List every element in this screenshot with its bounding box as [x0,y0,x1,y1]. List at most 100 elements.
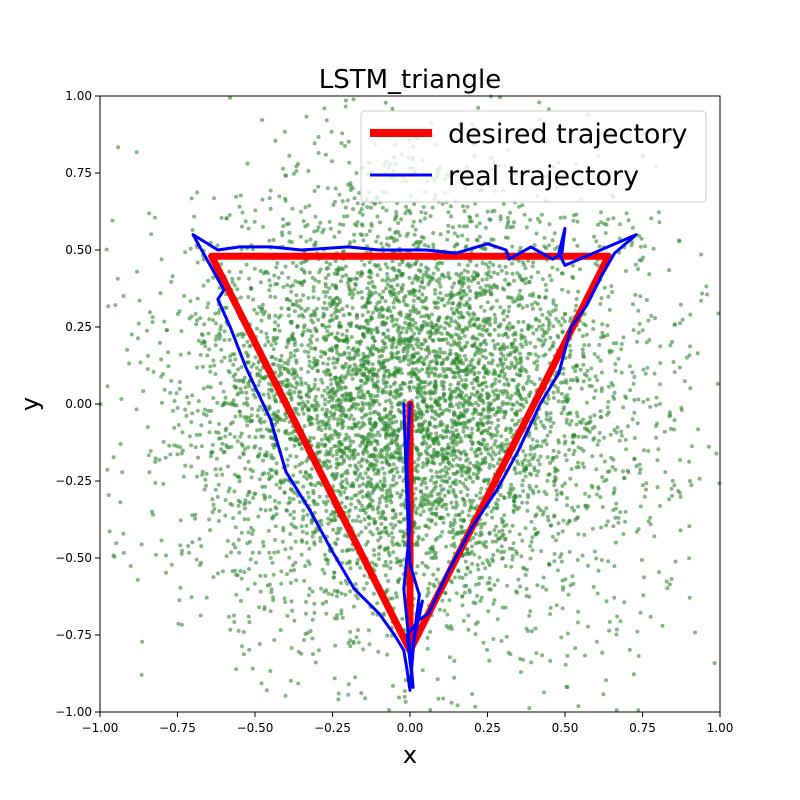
scatter-point [339,611,344,616]
scatter-point [466,513,471,518]
scatter-point [442,350,447,355]
scatter-point [535,531,539,536]
scatter-point [247,567,251,571]
scatter-point [492,368,497,373]
scatter-point [537,219,542,224]
scatter-point [449,290,454,295]
scatter-point [440,296,445,301]
scatter-point [483,348,488,353]
scatter-point [611,216,616,221]
scatter-point [286,313,291,318]
scatter-point [465,425,470,430]
scatter-point [364,401,369,406]
scatter-point [420,537,425,542]
scatter-point [236,498,241,503]
scatter-point [330,405,335,410]
scatter-point [358,367,363,372]
scatter-point [430,438,435,443]
scatter-point [159,538,164,543]
scatter-point [715,381,720,386]
scatter-point [560,606,565,611]
scatter-point [383,525,388,530]
scatter-point [273,341,278,346]
scatter-point [367,516,372,521]
scatter-point [451,375,456,380]
scatter-point [242,517,247,522]
scatter-point [288,568,293,573]
scatter-point [199,544,204,549]
scatter-point [442,326,447,331]
scatter-point [233,378,238,383]
scatter-point [405,312,410,317]
scatter-point [551,448,556,453]
scatter-point [350,186,355,191]
scatter-point [304,114,309,119]
scatter-point [355,271,360,275]
scatter-point [600,475,605,480]
scatter-point [494,524,499,529]
scatter-point [533,514,538,519]
scatter-point [299,343,304,347]
scatter-point [531,260,536,265]
scatter-point [372,553,377,558]
scatter-point [682,379,687,384]
scatter-point [451,481,455,485]
scatter-point [382,365,387,370]
scatter-point [597,438,601,443]
scatter-point [448,520,453,525]
scatter-point [426,586,431,591]
scatter-point [463,344,468,349]
scatter-point [574,422,579,427]
scatter-point [562,405,567,410]
scatter-point [604,222,609,227]
scatter-point [323,397,327,402]
scatter-point [670,493,675,498]
scatter-point [200,364,205,369]
scatter-point [706,444,711,449]
scatter-point [238,569,243,573]
scatter-point [612,428,617,432]
scatter-point [486,560,491,565]
scatter-point [435,361,439,366]
scatter-point [460,576,465,580]
scatter-point [401,346,406,351]
scatter-point [342,437,347,442]
scatter-point [525,356,530,361]
scatter-point [280,271,284,275]
scatter-point [530,437,535,442]
scatter-point [523,367,527,372]
scatter-point [292,509,296,514]
scatter-point [219,262,224,267]
scatter-point [217,509,222,513]
scatter-point [623,269,628,273]
scatter-point [528,351,533,356]
scatter-point [320,393,325,398]
scatter-point [304,611,308,616]
scatter-point [105,467,110,472]
scatter-point [424,273,429,278]
scatter-point [336,268,341,272]
scatter-point [551,324,556,329]
scatter-point [428,329,433,334]
scatter-point [285,457,290,462]
scatter-point [451,301,456,306]
scatter-point [425,344,430,349]
scatter-point [502,513,507,518]
scatter-point [260,302,265,307]
scatter-point [552,231,557,236]
scatter-point [285,572,289,577]
scatter-point [277,328,282,333]
scatter-point [516,461,521,466]
scatter-point [458,345,463,350]
scatter-point [426,436,431,441]
scatter-point [559,559,564,564]
scatter-point [230,503,235,507]
scatter-point [145,328,149,333]
scatter-point [601,692,606,697]
scatter-point [646,449,651,453]
scatter-point [335,384,340,389]
scatter-point [599,415,603,419]
scatter-point [383,335,388,340]
scatter-point [504,426,509,431]
scatter-point [215,400,220,405]
